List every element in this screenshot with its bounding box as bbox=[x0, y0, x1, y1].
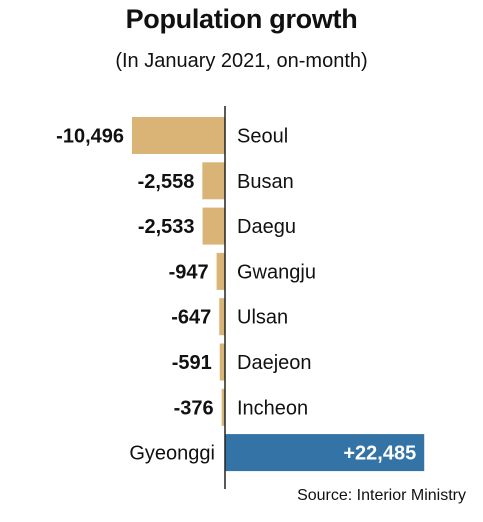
value-label-gyeonggi: +22,485 bbox=[343, 443, 416, 465]
source-note: Source: Interior Ministry bbox=[297, 487, 466, 504]
value-label-seoul: -10,496 bbox=[56, 126, 124, 148]
category-label-daegu: Daegu bbox=[237, 216, 296, 238]
bar-busan bbox=[202, 162, 225, 200]
category-label-ulsan: Ulsan bbox=[237, 307, 288, 329]
value-label-gwangju: -947 bbox=[169, 261, 209, 283]
chart-title: Population growth bbox=[125, 4, 358, 34]
bar-seoul bbox=[132, 117, 225, 154]
bar-daejeon bbox=[219, 343, 225, 381]
value-label-daegu: -2,533 bbox=[138, 216, 195, 238]
bar-ulsan bbox=[219, 298, 225, 336]
category-label-seoul: Seoul bbox=[237, 126, 288, 148]
category-label-gyeonggi: Gyeonggi bbox=[129, 443, 215, 465]
bar-gyeonggi bbox=[225, 434, 425, 472]
chart-subtitle: (In January 2021, on-month) bbox=[115, 50, 368, 72]
category-label-incheon: Incheon bbox=[237, 397, 308, 419]
category-label-gwangju: Gwangju bbox=[237, 261, 316, 283]
value-label-incheon: -376 bbox=[174, 397, 214, 419]
category-label-busan: Busan bbox=[237, 171, 294, 193]
bar-daegu bbox=[202, 207, 225, 245]
bar-gwangju bbox=[216, 252, 225, 290]
value-label-ulsan: -647 bbox=[171, 307, 211, 329]
bar-incheon bbox=[221, 388, 225, 426]
category-label-daejeon: Daejeon bbox=[237, 352, 312, 374]
value-label-busan: -2,558 bbox=[138, 171, 195, 193]
value-label-daejeon: -591 bbox=[172, 352, 212, 374]
